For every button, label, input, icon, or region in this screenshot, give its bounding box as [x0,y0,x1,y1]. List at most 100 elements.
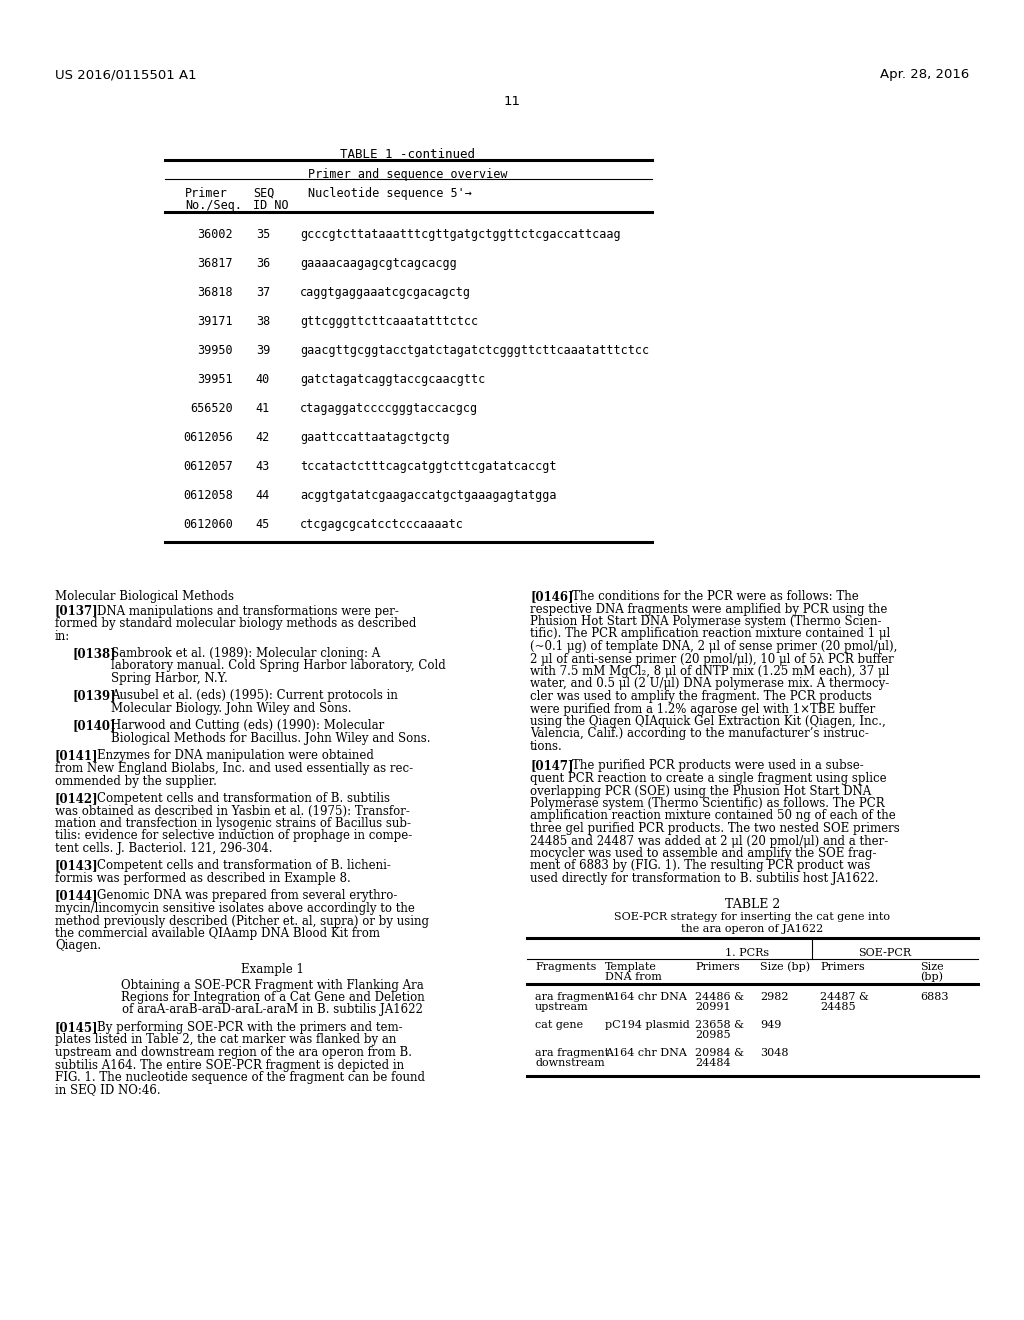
Text: 949: 949 [760,1019,781,1030]
Text: 39171: 39171 [198,315,233,327]
Text: 43: 43 [256,459,270,473]
Text: FIG. 1. The nucleotide sequence of the fragment can be found: FIG. 1. The nucleotide sequence of the f… [55,1071,425,1084]
Text: ctcgagcgcatcctcccaaaatc: ctcgagcgcatcctcccaaaatc [300,517,464,531]
Text: Biological Methods for Bacillus. John Wiley and Sons.: Biological Methods for Bacillus. John Wi… [111,733,430,744]
Text: gcccgtcttataaatttcgttgatgctggttctcgaccattcaag: gcccgtcttataaatttcgttgatgctggttctcgaccat… [300,228,621,242]
Text: from New England Biolabs, Inc. and used essentially as rec-: from New England Biolabs, Inc. and used … [55,762,413,775]
Text: Example 1: Example 1 [241,964,304,975]
Text: 44: 44 [256,488,270,502]
Text: 38: 38 [256,315,270,327]
Text: Obtaining a SOE-PCR Fragment with Flanking Ara: Obtaining a SOE-PCR Fragment with Flanki… [121,978,424,991]
Text: By performing SOE-PCR with the primers and tem-: By performing SOE-PCR with the primers a… [97,1020,402,1034]
Text: (bp): (bp) [920,972,943,982]
Text: A164 chr DNA: A164 chr DNA [605,1048,687,1057]
Text: 3048: 3048 [760,1048,788,1057]
Text: in:: in: [55,630,71,643]
Text: quent PCR reaction to create a single fragment using splice: quent PCR reaction to create a single fr… [530,772,887,785]
Text: three gel purified PCR products. The two nested SOE primers: three gel purified PCR products. The two… [530,822,900,836]
Text: upstream and downstream region of the ara operon from B.: upstream and downstream region of the ar… [55,1045,412,1059]
Text: [0141]: [0141] [55,750,98,763]
Text: 2982: 2982 [760,991,788,1002]
Text: The conditions for the PCR were as follows: The: The conditions for the PCR were as follo… [572,590,859,603]
Text: the ara operon of JA1622: the ara operon of JA1622 [681,924,823,933]
Text: gatctagatcaggtaccgcaacgttc: gatctagatcaggtaccgcaacgttc [300,374,485,385]
Text: formed by standard molecular biology methods as described: formed by standard molecular biology met… [55,616,417,630]
Text: the commercial available QIAamp DNA Blood Kit from: the commercial available QIAamp DNA Bloo… [55,927,380,940]
Text: Molecular Biology. John Wiley and Sons.: Molecular Biology. John Wiley and Sons. [111,702,351,715]
Text: DNA from: DNA from [605,972,662,982]
Text: Polymerase system (Thermo Scientific) as follows. The PCR: Polymerase system (Thermo Scientific) as… [530,797,885,810]
Text: Primers: Primers [820,961,864,972]
Text: 39: 39 [256,345,270,356]
Text: ID NO: ID NO [253,199,289,213]
Text: Qiagen.: Qiagen. [55,940,101,953]
Text: TABLE 2: TABLE 2 [725,898,780,911]
Text: Valencia, Calif.) according to the manufacturer’s instruc-: Valencia, Calif.) according to the manuf… [530,727,869,741]
Text: 39950: 39950 [198,345,233,356]
Text: tilis: evidence for selective induction of prophage in compe-: tilis: evidence for selective induction … [55,829,413,842]
Text: gaattccattaatagctgctg: gaattccattaatagctgctg [300,432,450,444]
Text: ment of 6883 by (FIG. 1). The resulting PCR product was: ment of 6883 by (FIG. 1). The resulting … [530,859,870,873]
Text: [0145]: [0145] [55,1020,98,1034]
Text: [0143]: [0143] [55,859,98,873]
Text: ommended by the supplier.: ommended by the supplier. [55,775,217,788]
Text: [0138]: [0138] [73,647,117,660]
Text: 20984 &: 20984 & [695,1048,744,1057]
Text: Sambrook et al. (1989): Molecular cloning: A: Sambrook et al. (1989): Molecular clonin… [111,647,380,660]
Text: Genomic DNA was prepared from several erythro-: Genomic DNA was prepared from several er… [97,890,397,903]
Text: amplification reaction mixture contained 50 ng of each of the: amplification reaction mixture contained… [530,809,896,822]
Text: cler was used to amplify the fragment. The PCR products: cler was used to amplify the fragment. T… [530,690,871,704]
Text: Size (bp): Size (bp) [760,961,810,972]
Text: DNA manipulations and transformations were per-: DNA manipulations and transformations we… [97,605,399,618]
Text: [0139]: [0139] [73,689,117,702]
Text: Harwood and Cutting (eds) (1990): Molecular: Harwood and Cutting (eds) (1990): Molecu… [111,719,384,733]
Text: 6883: 6883 [920,991,948,1002]
Text: Size: Size [920,961,944,972]
Text: 24484: 24484 [695,1059,731,1068]
Text: using the Qiagen QIAquick Gel Extraction Kit (Qiagen, Inc.,: using the Qiagen QIAquick Gel Extraction… [530,715,886,729]
Text: 36002: 36002 [198,228,233,242]
Text: tific). The PCR amplification reaction mixture contained 1 μl: tific). The PCR amplification reaction m… [530,627,890,640]
Text: water, and 0.5 μl (2 U/μl) DNA polymerase mix. A thermocy-: water, and 0.5 μl (2 U/μl) DNA polymeras… [530,677,889,690]
Text: gttcgggttcttcaaatatttctcc: gttcgggttcttcaaatatttctcc [300,315,478,327]
Text: US 2016/0115501 A1: US 2016/0115501 A1 [55,69,197,81]
Text: [0137]: [0137] [55,605,98,618]
Text: gaaaacaagagcgtcagcacgg: gaaaacaagagcgtcagcacgg [300,257,457,271]
Text: ara fragment: ara fragment [535,1048,609,1057]
Text: Primer and sequence overview: Primer and sequence overview [308,168,508,181]
Text: were purified from a 1.2% agarose gel with 1×TBE buffer: were purified from a 1.2% agarose gel wi… [530,702,876,715]
Text: 23658 &: 23658 & [695,1019,744,1030]
Text: 0612060: 0612060 [183,517,233,531]
Text: mation and transfection in lysogenic strains of Bacillus sub-: mation and transfection in lysogenic str… [55,817,411,830]
Text: formis was performed as described in Example 8.: formis was performed as described in Exa… [55,873,351,884]
Text: Nucleotide sequence 5'→: Nucleotide sequence 5'→ [308,187,472,201]
Text: Molecular Biological Methods: Molecular Biological Methods [55,590,234,603]
Text: SOE-PCR strategy for inserting the cat gene into: SOE-PCR strategy for inserting the cat g… [614,912,891,923]
Text: 45: 45 [256,517,270,531]
Text: ctagaggatccccgggtaccacgcg: ctagaggatccccgggtaccacgcg [300,403,478,414]
Text: (~0.1 μg) of template DNA, 2 μl of sense primer (20 pmol/μl),: (~0.1 μg) of template DNA, 2 μl of sense… [530,640,897,653]
Text: used directly for transformation to B. subtilis host JA1622.: used directly for transformation to B. s… [530,873,879,884]
Text: Fragments: Fragments [535,961,596,972]
Text: Phusion Hot Start DNA Polymerase system (Thermo Scien-: Phusion Hot Start DNA Polymerase system … [530,615,882,628]
Text: 39951: 39951 [198,374,233,385]
Text: downstream: downstream [535,1059,605,1068]
Text: with 7.5 mM MgCl₂, 8 μl of dNTP mix (1.25 mM each), 37 μl: with 7.5 mM MgCl₂, 8 μl of dNTP mix (1.2… [530,665,890,678]
Text: SOE-PCR: SOE-PCR [858,948,911,957]
Text: was obtained as described in Yasbin et al. (1975): Transfor-: was obtained as described in Yasbin et a… [55,804,410,817]
Text: Enzymes for DNA manipulation were obtained: Enzymes for DNA manipulation were obtain… [97,750,374,763]
Text: [0144]: [0144] [55,890,98,903]
Text: 42: 42 [256,432,270,444]
Text: tent cells. J. Bacteriol. 121, 296-304.: tent cells. J. Bacteriol. 121, 296-304. [55,842,272,855]
Text: 20985: 20985 [695,1031,731,1040]
Text: 656520: 656520 [190,403,233,414]
Text: in SEQ ID NO:46.: in SEQ ID NO:46. [55,1084,161,1097]
Text: 41: 41 [256,403,270,414]
Text: 0612057: 0612057 [183,459,233,473]
Text: Primer: Primer [185,187,227,201]
Text: 36818: 36818 [198,286,233,300]
Text: The purified PCR products were used in a subse-: The purified PCR products were used in a… [572,759,864,772]
Text: tccatactctttcagcatggtcttcgatatcaccgt: tccatactctttcagcatggtcttcgatatcaccgt [300,459,556,473]
Text: A164 chr DNA: A164 chr DNA [605,991,687,1002]
Text: Spring Harbor, N.Y.: Spring Harbor, N.Y. [111,672,227,685]
